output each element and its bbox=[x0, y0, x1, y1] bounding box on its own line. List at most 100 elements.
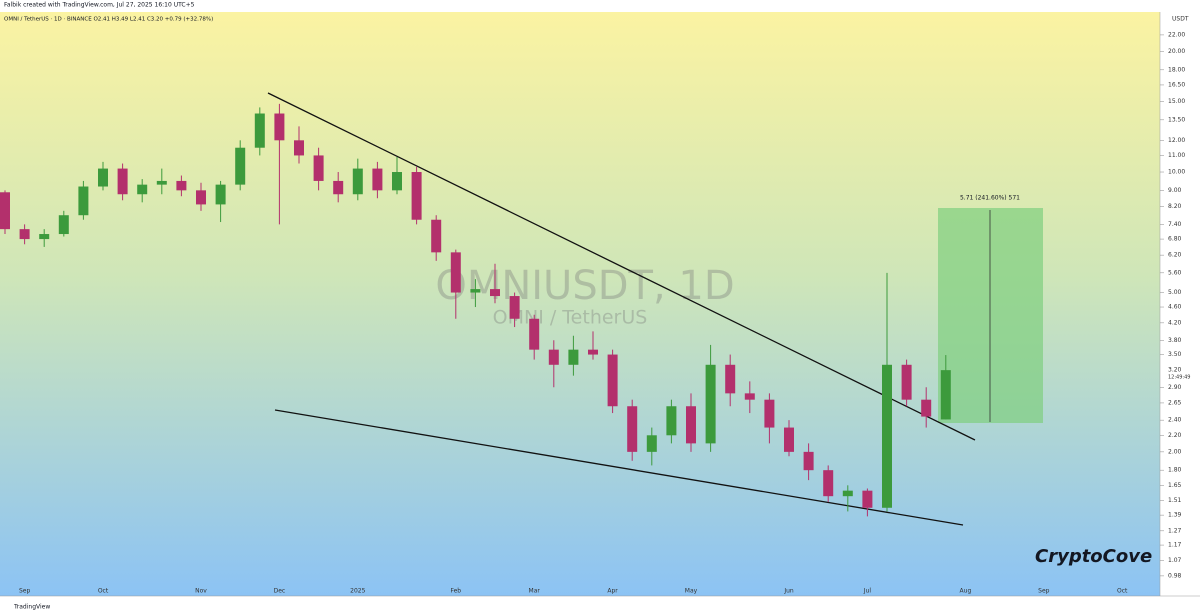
measure-box bbox=[938, 208, 1043, 423]
candle-body bbox=[254, 113, 265, 148]
candle-body bbox=[921, 399, 932, 417]
upper-trendline bbox=[267, 92, 976, 441]
candle-body bbox=[352, 168, 363, 195]
candle-body bbox=[764, 399, 775, 428]
y-tick-label: 2.40 bbox=[1168, 417, 1182, 424]
candle-body bbox=[568, 349, 579, 365]
y-tick-label: 6.80 bbox=[1168, 236, 1182, 243]
x-tick-label: May bbox=[685, 588, 698, 595]
countdown: 12:49:49 bbox=[1168, 375, 1190, 381]
candle-body bbox=[529, 318, 540, 350]
candle-body bbox=[98, 168, 108, 187]
candle-body bbox=[294, 140, 304, 156]
candle-body bbox=[548, 349, 559, 365]
y-tick-label: 8.20 bbox=[1168, 203, 1182, 210]
brand: CryptoCove bbox=[1035, 546, 1152, 567]
candle-body bbox=[274, 113, 285, 141]
y-tick-label: 5.00 bbox=[1168, 289, 1182, 296]
x-tick-label: Dec bbox=[274, 588, 286, 595]
candle-body bbox=[686, 406, 696, 444]
x-tick-label: Oct bbox=[98, 588, 109, 595]
x-tick-label: Feb bbox=[450, 588, 461, 595]
x-tick-label: Jul bbox=[863, 588, 872, 595]
y-tick-label: 6.20 bbox=[1168, 252, 1182, 259]
candle-body bbox=[470, 289, 481, 293]
credit: Falbik created with TradingView.com, Jul… bbox=[4, 2, 195, 9]
y-tick-label: 13.50 bbox=[1168, 116, 1185, 123]
y-tick-label: 1.07 bbox=[1168, 557, 1182, 564]
candle-body bbox=[372, 168, 383, 191]
y-tick-label: 1.17 bbox=[1168, 542, 1182, 549]
y-tick-label: 2.65 bbox=[1168, 399, 1182, 406]
candle-body bbox=[784, 427, 794, 452]
candle-body bbox=[411, 172, 422, 220]
y-tick-label: 10.00 bbox=[1168, 169, 1185, 176]
y-tick-label: 4.20 bbox=[1168, 319, 1182, 326]
candle-body bbox=[823, 470, 834, 497]
y-tick-label: 2.20 bbox=[1168, 432, 1182, 439]
candle-body bbox=[78, 186, 89, 216]
measure-label: 5.71 (241.60%) 571 bbox=[960, 195, 1020, 202]
candle-body bbox=[803, 451, 814, 471]
candle-body bbox=[842, 490, 853, 497]
y-tick-label: 20.00 bbox=[1168, 48, 1185, 55]
candle-body bbox=[588, 349, 598, 355]
candle-body bbox=[450, 252, 461, 293]
y-tick-label: 1.51 bbox=[1168, 497, 1182, 504]
candle-body bbox=[490, 289, 500, 297]
candle-body bbox=[666, 406, 677, 436]
candle-body bbox=[117, 168, 128, 195]
x-tick-label: Nov bbox=[195, 588, 207, 595]
y-tick-label: 15.00 bbox=[1168, 98, 1185, 105]
y-tick-label: 1.27 bbox=[1168, 527, 1182, 534]
y-tick-label: 1.39 bbox=[1168, 512, 1182, 519]
y-tick-label: 12.00 bbox=[1168, 137, 1185, 144]
x-tick-label: Apr bbox=[607, 588, 618, 595]
x-tick-label: Sep bbox=[19, 588, 31, 595]
y-tick-label: 16.50 bbox=[1168, 81, 1185, 88]
y-tick-label: 4.60 bbox=[1168, 304, 1182, 311]
y-tick-label: 2.90 bbox=[1168, 384, 1182, 391]
candle-body bbox=[156, 180, 167, 185]
x-tick-label: Aug bbox=[960, 588, 972, 595]
x-tick-label: 2025 bbox=[350, 588, 365, 595]
candle-body bbox=[607, 354, 618, 407]
y-tick-label: 22.00 bbox=[1168, 31, 1185, 38]
candle-body bbox=[235, 147, 246, 185]
x-tick-label: Jun bbox=[783, 588, 794, 595]
candle-body bbox=[940, 370, 951, 420]
candle-body bbox=[509, 296, 520, 319]
y-tick-label: 11.00 bbox=[1168, 152, 1185, 159]
candle-body bbox=[39, 234, 50, 240]
y-tick-label: 18.00 bbox=[1168, 66, 1185, 73]
candle-body bbox=[431, 219, 442, 253]
candle-body bbox=[627, 406, 638, 452]
candle-body bbox=[744, 393, 755, 400]
candle-body bbox=[215, 184, 226, 205]
candle-body bbox=[19, 229, 30, 240]
candle-body bbox=[313, 155, 324, 181]
candle-body bbox=[196, 190, 206, 205]
candle-body bbox=[176, 180, 187, 191]
candle-body bbox=[901, 364, 912, 400]
symbol-line: OMNI / TetherUS · 1D · BINANCE O2.41 H3.… bbox=[4, 17, 213, 23]
y-tick-label: 5.60 bbox=[1168, 269, 1182, 276]
candle-body bbox=[882, 364, 892, 508]
candle-body bbox=[725, 364, 736, 394]
y-tick-label: 1.80 bbox=[1168, 467, 1182, 474]
watermark: OMNIUSDT, 1D bbox=[435, 263, 734, 309]
y-tick-label: 3.50 bbox=[1168, 351, 1182, 358]
candle-body bbox=[862, 490, 873, 508]
candle-body bbox=[137, 184, 148, 195]
y-tick-label: 2.00 bbox=[1168, 448, 1182, 455]
x-tick-label: Oct bbox=[1117, 588, 1128, 595]
y-axis-label: USDT bbox=[1172, 16, 1189, 23]
last-price-label: 3.20 bbox=[1168, 367, 1182, 374]
candle-body bbox=[333, 180, 344, 195]
candle-body bbox=[392, 172, 402, 191]
y-tick-label: 9.00 bbox=[1168, 187, 1182, 194]
footer: TradingView bbox=[13, 604, 50, 611]
lower-trendline bbox=[274, 409, 964, 526]
